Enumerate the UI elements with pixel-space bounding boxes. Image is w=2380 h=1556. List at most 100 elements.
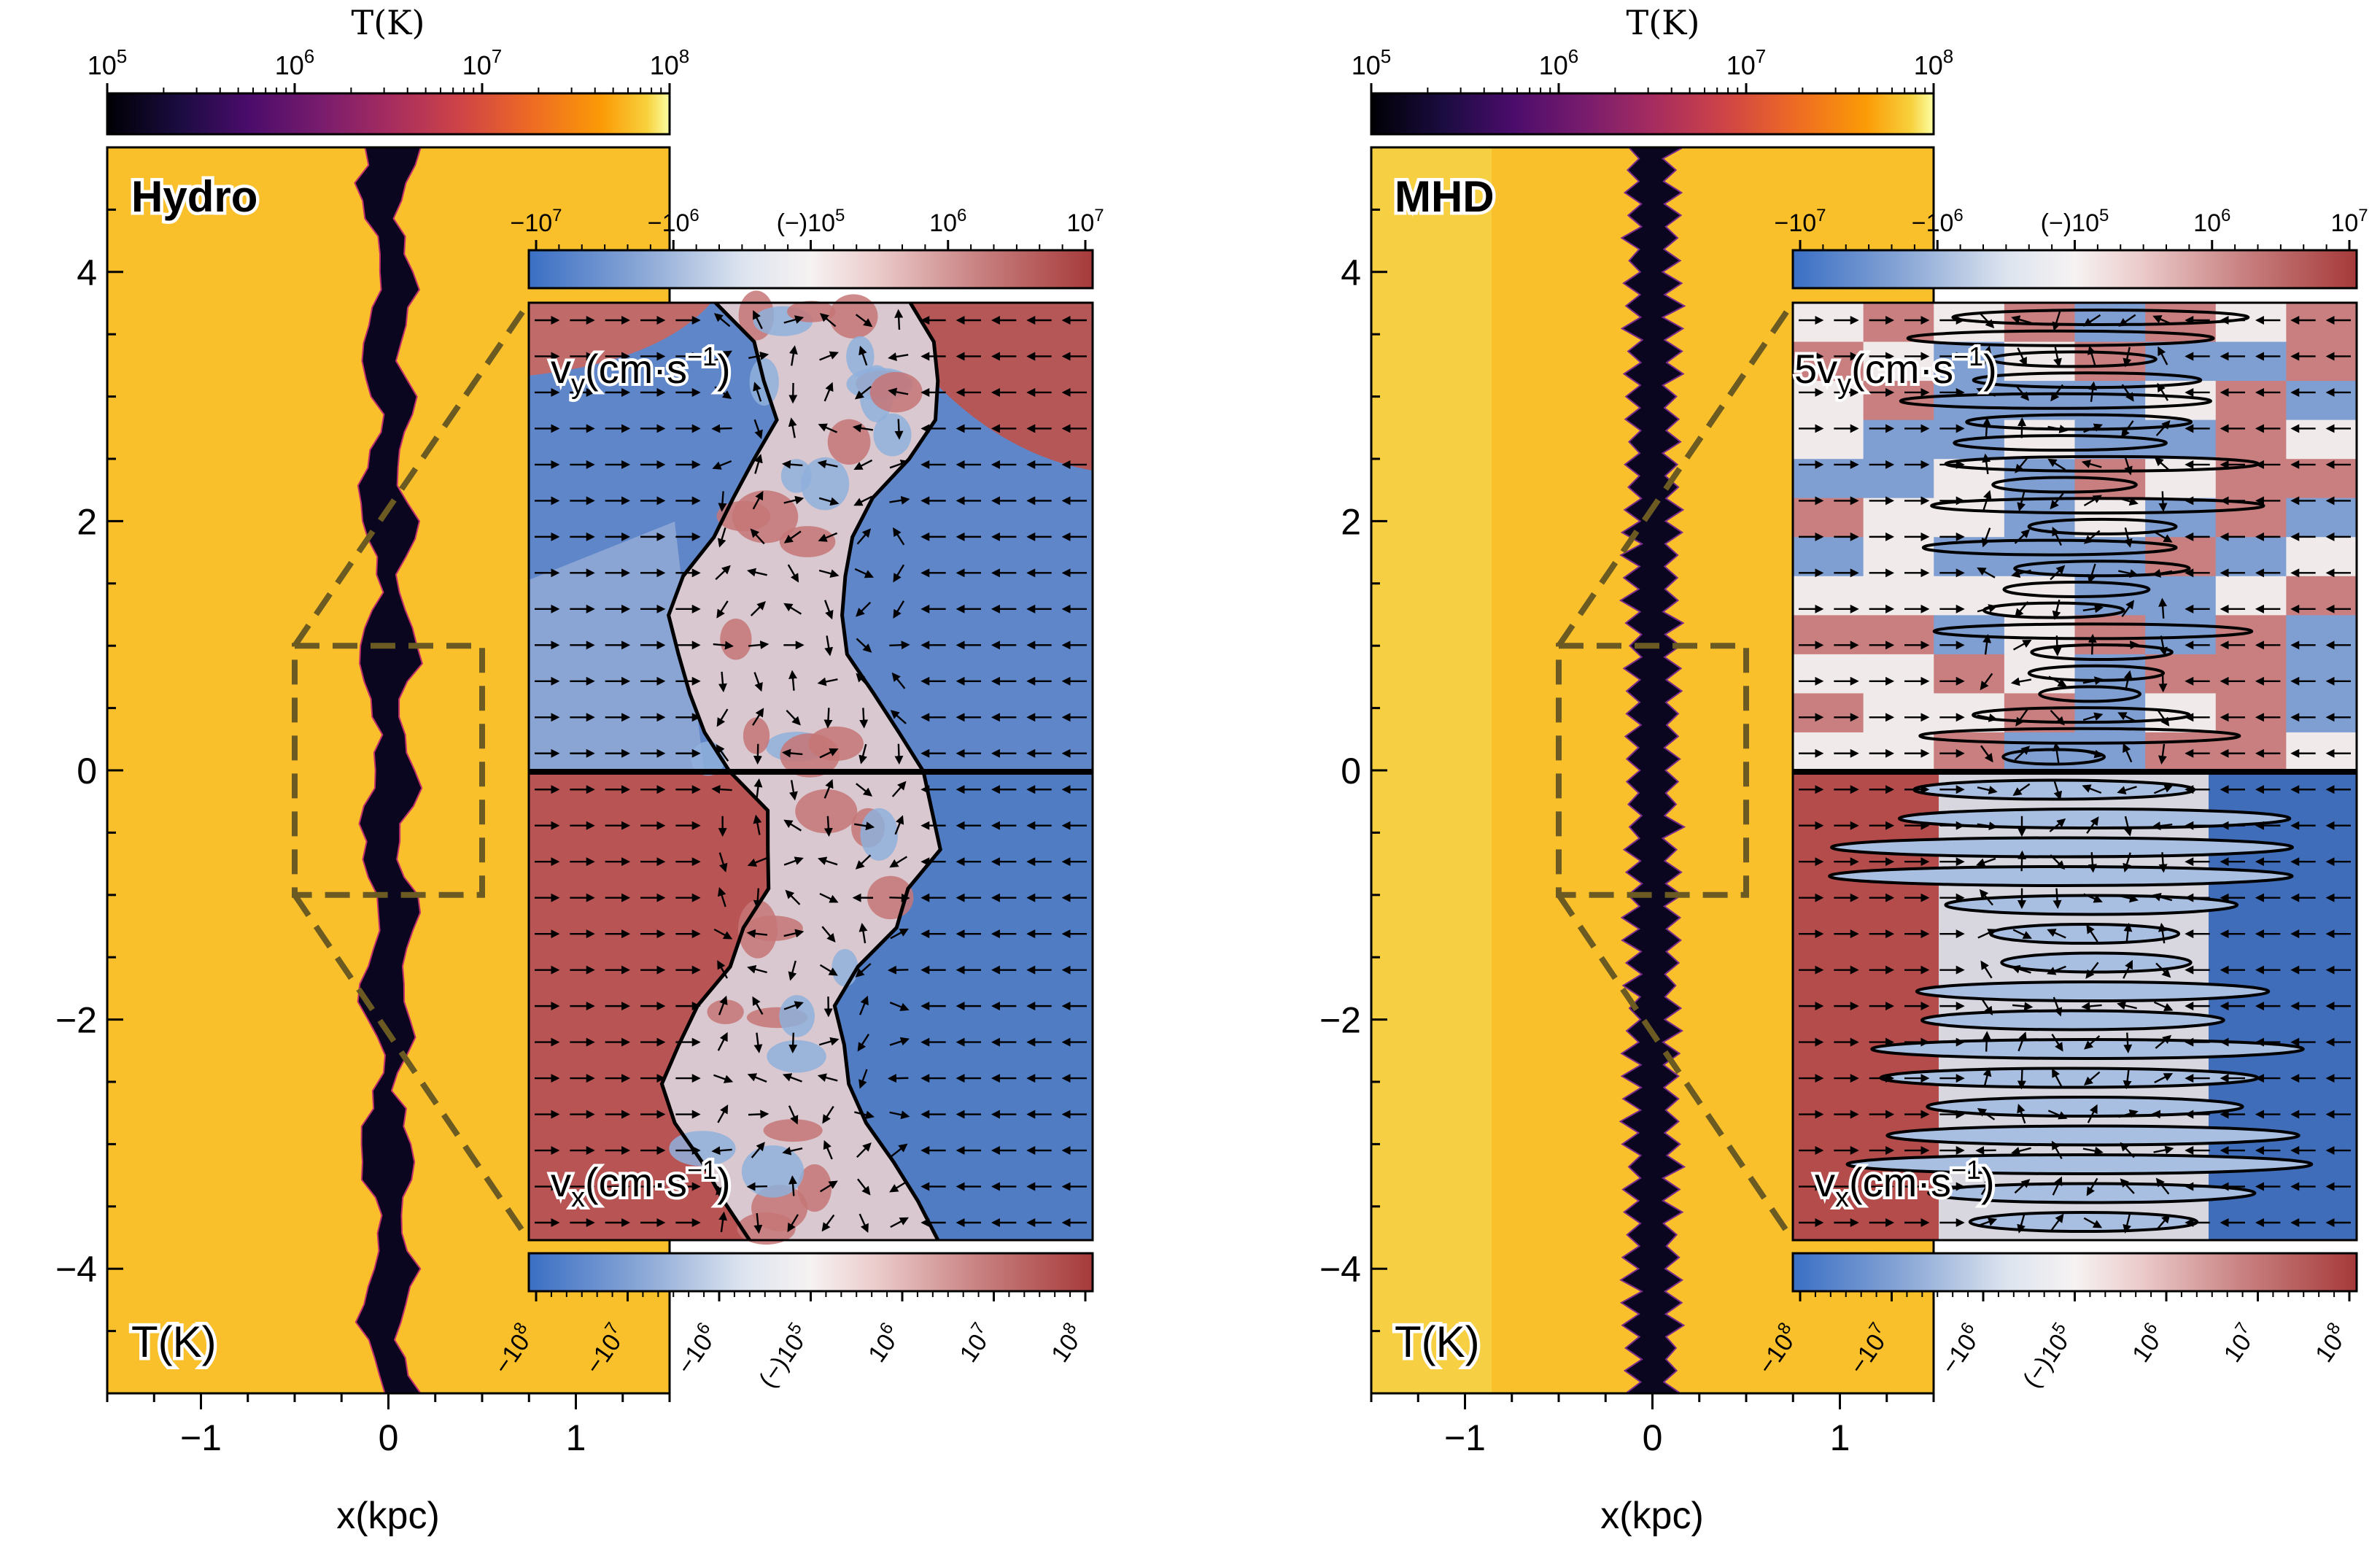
velocity-arrow: [2156, 708, 2170, 727]
vy-patch: [1793, 537, 1864, 577]
velocity-arrow: [715, 565, 731, 581]
tick-base: 10: [1539, 50, 1568, 80]
vy-colorbar: [1791, 249, 2358, 290]
velocity-arrow: [2155, 1034, 2172, 1049]
tick-base: (−)10: [2017, 1329, 2074, 1393]
velocity-arrow: [2123, 922, 2133, 944]
velocity-arrow: [2154, 1073, 2174, 1084]
vx-units: (cm·s: [585, 1159, 687, 1205]
velocity-arrow: [1977, 929, 1997, 939]
velocity-arrow: [2010, 677, 2032, 686]
tick-base: −10: [1774, 209, 1816, 237]
velocity-arrow: [750, 601, 766, 616]
velocity-arrow: [818, 532, 838, 542]
vx-colorbar: [527, 1252, 1094, 1293]
velocity-arrow: [823, 708, 833, 729]
velocity-arrow: [2014, 1179, 2031, 1194]
colorbar-tick-label: 106: [2193, 206, 2230, 237]
velocity-arrow: [2118, 894, 2139, 903]
vy-patch: [2286, 576, 2357, 616]
colorbar-tick-label: 105: [1352, 45, 1392, 80]
tick-base: −10: [1936, 1329, 1982, 1379]
velocity-arrow: [890, 1217, 909, 1228]
velocity-arrow: [717, 960, 728, 979]
velocity-arrow: [2049, 818, 2066, 832]
tick-exponent: 7: [1816, 206, 1826, 225]
velocity-arrow: [716, 708, 729, 727]
velocity-arrow: [823, 382, 834, 402]
hydro-panel: 420−2−4 −1 0 1 x(kpc) Hydro T(K) T(K) 105 1…: [55, 3, 1104, 1537]
vy-patch: [1793, 381, 1864, 421]
velocity-arrow: [822, 1105, 834, 1124]
vy-symbol: 5v: [1794, 346, 1837, 392]
velocity-arrow: [2052, 742, 2061, 763]
velocity-arrow: [2050, 384, 2064, 402]
velocity-arrow: [1980, 673, 1993, 691]
velocity-arrow: [2123, 1069, 2132, 1090]
velocity-arrow: [852, 423, 874, 433]
hot-medium-outer-band: [1371, 147, 1492, 1393]
velocity-arrow: [753, 778, 763, 800]
y-tick-label: 2: [1341, 501, 1361, 542]
velocity-arrow: [819, 748, 839, 759]
velocity-arrow: [818, 423, 838, 433]
x-tick-label: 0: [379, 1417, 399, 1458]
vy-colorbar-ticks: −107 −106 (−)105 106 107: [510, 206, 1104, 250]
vy-units-close: ): [1983, 346, 1997, 392]
vy-patch: [2215, 576, 2287, 616]
colorbar-tick-label: 106: [1539, 45, 1579, 80]
turbulent-eddy: [779, 526, 836, 557]
velocity-arrow: [856, 1142, 872, 1158]
temperature-colorbar-title: T(K): [1627, 3, 1700, 42]
tick-base: −10: [1912, 209, 1954, 237]
velocity-arrow: [858, 1213, 869, 1234]
velocity-arrow: [2082, 314, 2101, 327]
velocity-arrow: [856, 528, 872, 545]
tick-base: 10: [929, 209, 957, 237]
velocity-arrow: [821, 926, 836, 942]
cold-finger: [1918, 727, 2241, 745]
tick-exponent: 5: [117, 45, 127, 67]
velocity-arrow: [2118, 497, 2139, 506]
x-axis-label: x(kpc): [336, 1495, 440, 1537]
velocity-arrow: [818, 569, 840, 578]
velocity-arrow: [2014, 529, 2031, 544]
velocity-arrow: [893, 564, 905, 583]
cold-finger: [1915, 980, 2271, 1002]
vy-patch: [1793, 303, 1864, 343]
velocity-arrow: [1980, 1177, 1993, 1196]
velocity-arrow: [717, 1104, 729, 1123]
cold-finger: [1921, 538, 2178, 557]
velocity-arrow: [713, 928, 733, 940]
velocity-arrow: [1977, 821, 1998, 831]
zoom-box: [292, 643, 485, 898]
inset-frame: [527, 301, 1094, 1242]
velocity-arrow: [2117, 640, 2139, 650]
zoom-connector-upper: [292, 301, 532, 648]
velocity-arrow: [2088, 381, 2098, 403]
velocity-arrow: [753, 382, 762, 402]
velocity-arrow: [2052, 1068, 2063, 1088]
cold-finger: [1953, 434, 2168, 452]
colorbar-tick-label: 105: [88, 45, 128, 80]
velocity-arrow: [783, 315, 805, 324]
zoom-connector-lines: [292, 301, 532, 1242]
velocity-arrow: [782, 1073, 802, 1083]
temperature-colorbar-ticks: 105 106 107 108: [1352, 45, 1953, 93]
velocity-arrow: [853, 495, 873, 506]
cold-finger: [2030, 643, 2174, 662]
velocity-arrow: [2015, 601, 2029, 618]
x-tick-label: 1: [1830, 1417, 1850, 1458]
velocity-arrow: [1976, 857, 1996, 867]
turbulent-eddy: [801, 457, 850, 511]
velocity-arrow: [747, 857, 767, 867]
tick-base: −10: [672, 1329, 718, 1379]
velocity-arrow: [716, 600, 729, 619]
velocity-arrow: [2082, 712, 2104, 721]
tick-base: 10: [2127, 1329, 2166, 1368]
cold-finger: [2002, 580, 2151, 598]
velocity-arrow: [857, 1178, 871, 1196]
temperature-colorbar: [1370, 92, 1935, 136]
turbulent-eddy: [779, 995, 815, 1037]
velocity-arrow: [2087, 1104, 2098, 1123]
